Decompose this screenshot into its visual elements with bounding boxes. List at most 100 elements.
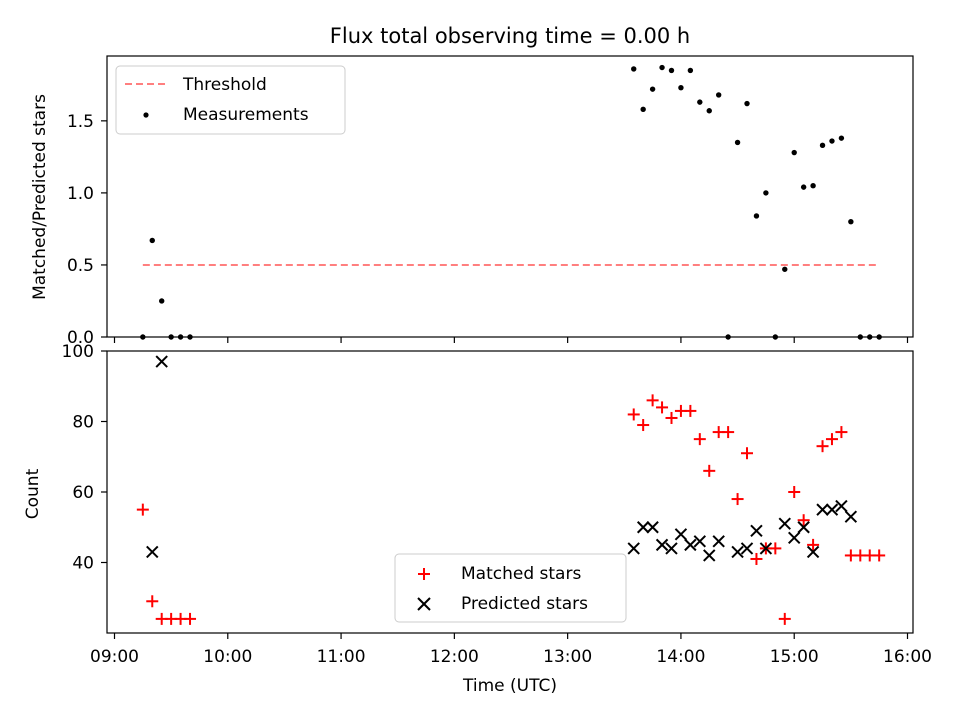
bottom-plot-marks <box>136 355 886 625</box>
matched-star-point <box>873 549 886 562</box>
bottom-y-tick-label: 60 <box>72 483 94 503</box>
measurement-point <box>668 67 675 74</box>
x-axis-label: Time (UTC) <box>462 676 557 696</box>
bottom-y-axis: 40 60 80 100 <box>62 342 107 574</box>
measurement-point <box>659 64 665 71</box>
measurement-point <box>159 298 165 304</box>
chart-title: Flux total observing time = 0.00 h <box>330 24 690 48</box>
measurement-point <box>838 135 845 141</box>
predicted-star-point <box>844 510 858 523</box>
matched-star-point <box>807 538 820 551</box>
predicted-star-point <box>703 549 716 562</box>
matched-star-point <box>750 552 763 565</box>
top-x-axis <box>113 337 909 343</box>
bottom-x-tick-label: 14:00 <box>656 647 705 667</box>
matched-star-point <box>825 433 838 446</box>
matched-star-point <box>731 493 744 506</box>
measurement-point <box>810 182 816 189</box>
matched-star-point <box>703 464 716 477</box>
matched-star-point <box>835 426 848 439</box>
predicted-star-point <box>740 542 754 555</box>
predicted-star-point <box>806 545 820 559</box>
matched-star-point <box>684 404 697 417</box>
bottom-x-tick-label: 15:00 <box>770 647 819 667</box>
bottom-x-tick-label: 16:00 <box>883 647 932 667</box>
bottom-y-tick-label: 40 <box>72 554 94 574</box>
measurement-point <box>753 213 760 219</box>
predicted-star-point <box>816 503 829 516</box>
matched-star-point <box>637 419 650 432</box>
matched-star-point <box>797 514 810 527</box>
bottom-x-tick-label: 10:00 <box>203 647 252 667</box>
matched-star-point <box>646 394 659 407</box>
predicted-star-point <box>759 542 773 555</box>
bottom-x-axis: 09:00 10:00 11:00 12:00 13:00 14:00 15:00 16:00 <box>90 633 932 667</box>
measurement-point <box>848 219 854 225</box>
matched-star-point <box>136 503 149 516</box>
measurement-point <box>791 149 797 156</box>
matched-star-point <box>184 612 197 625</box>
matched-star-point <box>778 612 791 625</box>
measurement-point <box>734 139 741 146</box>
matched-star-point <box>769 542 782 555</box>
measurement-point <box>744 100 750 107</box>
predicted-star-point <box>646 521 659 534</box>
matched-star-point <box>146 595 159 608</box>
top-legend: Threshold Measurements <box>115 65 346 135</box>
predicted-star-point <box>684 538 697 552</box>
bottom-x-tick-label: 13:00 <box>543 647 592 667</box>
legend-threshold-label: Threshold <box>182 75 267 95</box>
predicted-star-point <box>825 503 839 516</box>
matched-star-point <box>665 411 678 424</box>
measurement-point <box>678 85 684 91</box>
predicted-star-point <box>627 542 640 555</box>
matched-star-point <box>656 401 669 414</box>
predicted-star-point <box>835 499 848 513</box>
measurement-point <box>715 92 722 98</box>
measurement-point <box>819 142 826 149</box>
legend-matched-label: Matched stars <box>461 564 581 584</box>
predicted-star-point <box>693 535 707 548</box>
legend-measurements-swatch <box>143 112 149 118</box>
bottom-y-axis-label: Count <box>23 468 43 519</box>
top-y-tick-label: 0.0 <box>67 328 94 348</box>
legend-matched-swatch <box>418 568 430 580</box>
matched-star-point <box>627 408 640 421</box>
predicted-star-point <box>788 531 801 545</box>
matched-star-point <box>741 447 754 460</box>
predicted-star-point <box>797 521 810 534</box>
bottom-legend-frame <box>394 553 627 623</box>
matched-star-point <box>693 433 706 446</box>
bottom-x-tick-label: 12:00 <box>430 647 479 667</box>
predicted-star-point <box>636 521 650 534</box>
measurement-point <box>782 266 788 272</box>
measurement-point <box>763 190 769 196</box>
predicted-star-point <box>750 524 763 537</box>
matched-star-point <box>788 486 801 498</box>
top-y-tick-label: 0.5 <box>67 256 94 276</box>
bottom-legend: Matched stars Predicted stars <box>394 553 627 623</box>
bottom-y-tick-label: 100 <box>62 342 94 362</box>
predicted-star-point <box>665 542 678 555</box>
measurement-point <box>800 184 807 190</box>
measurement-point <box>687 67 694 74</box>
top-y-tick-label: 1.5 <box>67 112 94 132</box>
predicted-star-point <box>731 545 744 559</box>
matched-star-point <box>816 440 829 453</box>
measurement-point <box>829 138 835 144</box>
top-plot-frame <box>106 55 914 338</box>
legend-predicted-swatch <box>417 597 431 611</box>
measurement-point <box>706 108 712 114</box>
predicted-star-point <box>674 528 688 541</box>
bottom-panel: 40 60 80 100 09:00 10:00 11:00 12:00 13:00 14:00… <box>23 342 932 696</box>
bottom-x-tick-label: 09:00 <box>90 647 139 667</box>
bottom-y-tick-label: 80 <box>72 413 94 433</box>
predicted-star-point <box>712 535 725 548</box>
legend-predicted-label: Predicted stars <box>461 594 588 614</box>
predicted-star-point <box>778 517 791 530</box>
measurement-point <box>697 99 703 105</box>
predicted-star-point <box>655 538 669 552</box>
predicted-star-point <box>146 545 159 559</box>
top-y-axis-label: Matched/Predicted stars <box>30 94 50 300</box>
